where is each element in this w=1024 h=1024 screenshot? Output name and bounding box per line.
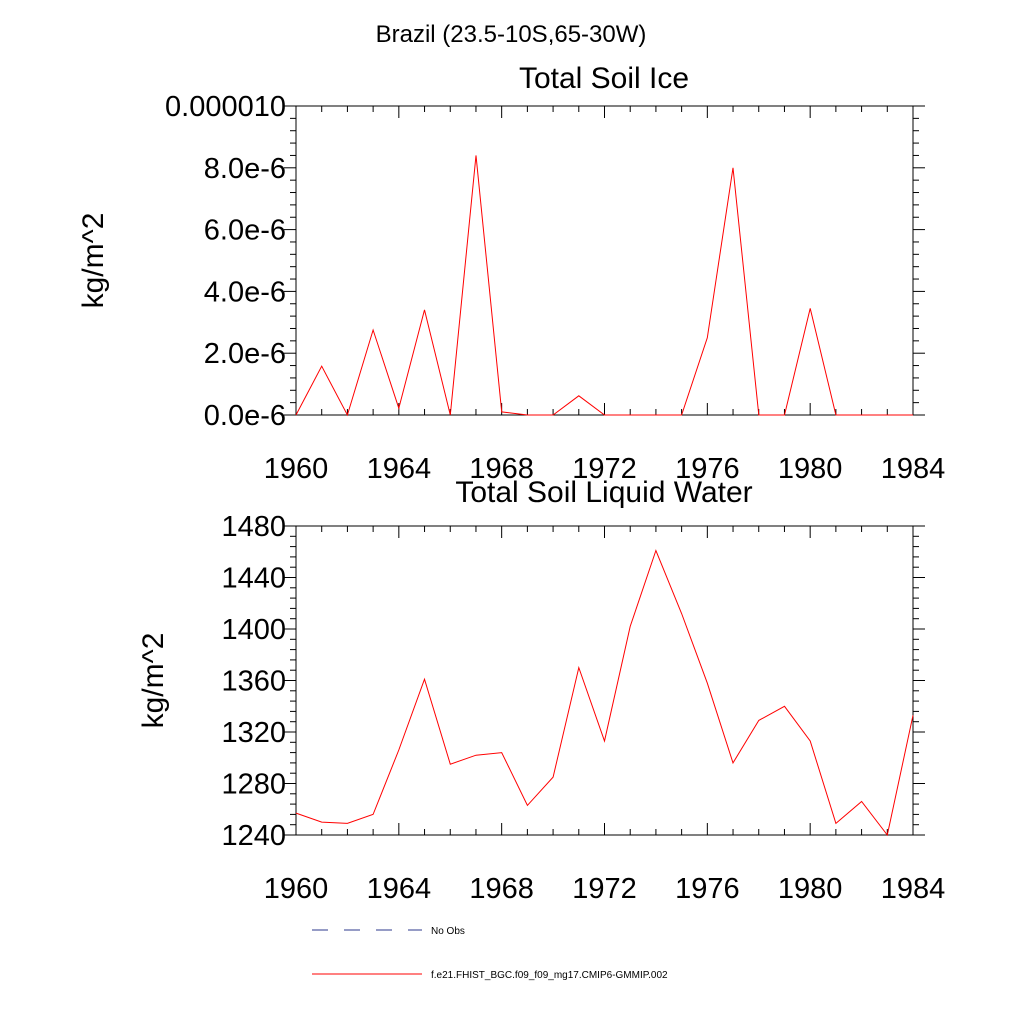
y-tick-label: 1280 [221, 769, 286, 801]
y-tick-label: 2.0e-6 [204, 338, 286, 370]
series-line [295, 549, 914, 837]
x-tick-label: 1968 [469, 453, 534, 485]
figure-title: Brazil (23.5-10S,65-30W) [376, 21, 647, 48]
x-tick-label: 1964 [367, 453, 432, 485]
x-tick-label: 1980 [778, 453, 843, 485]
y-tick-label: 1400 [221, 614, 286, 646]
legend-label: No Obs [431, 926, 465, 937]
series-line [295, 155, 913, 417]
y-axis-label: kg/m^2 [77, 213, 110, 309]
panel-title: Total Soil Ice [519, 62, 689, 95]
y-tick-label: 6.0e-6 [204, 215, 286, 247]
y-tick-label: 0.0e-6 [204, 400, 286, 432]
y-tick-label: 1360 [221, 666, 286, 698]
y-tick-label: 1480 [221, 511, 286, 543]
y-tick-label: 0.000010 [165, 91, 286, 123]
x-tick-label: 1984 [881, 873, 946, 905]
x-tick-label: 1960 [264, 873, 329, 905]
x-tick-label: 1972 [572, 453, 637, 485]
x-tick-label: 1960 [264, 453, 329, 485]
y-tick-label: 1440 [221, 563, 286, 595]
y-tick-label: 8.0e-6 [204, 153, 286, 185]
x-tick-label: 1968 [469, 873, 534, 905]
legend: No Obs f.e21.FHIST_BGC.f09_f09_mg17.CMIP6… [312, 926, 668, 981]
x-tick-label: 1984 [881, 453, 946, 485]
y-axis-label: kg/m^2 [137, 633, 170, 729]
panel-total-soil-ice: 1960 1964 1968 1972 1976 1980 1984 0.0e-6 2.0e-6… [77, 62, 945, 485]
x-tick-label: 1976 [675, 453, 740, 485]
x-tick-label: 1976 [675, 873, 740, 905]
y-tick-label: 1240 [221, 820, 286, 852]
panel-total-soil-liquid-water: 1960 1964 1968 1972 1976 1980 1984 1240 1280 1320… [137, 476, 945, 905]
x-tick-label: 1972 [572, 873, 637, 905]
x-tick-label: 1980 [778, 873, 843, 905]
plot-frame [295, 105, 914, 416]
x-tick-label: 1964 [367, 873, 432, 905]
plot-frame [295, 525, 914, 836]
legend-label: f.e21.FHIST_BGC.f09_f09_mg17.CMIP6-GMMIP… [431, 970, 668, 981]
panel-title: Total Soil Liquid Water [455, 476, 752, 509]
y-tick-label: 4.0e-6 [204, 276, 286, 308]
y-tick-label: 1320 [221, 717, 286, 749]
